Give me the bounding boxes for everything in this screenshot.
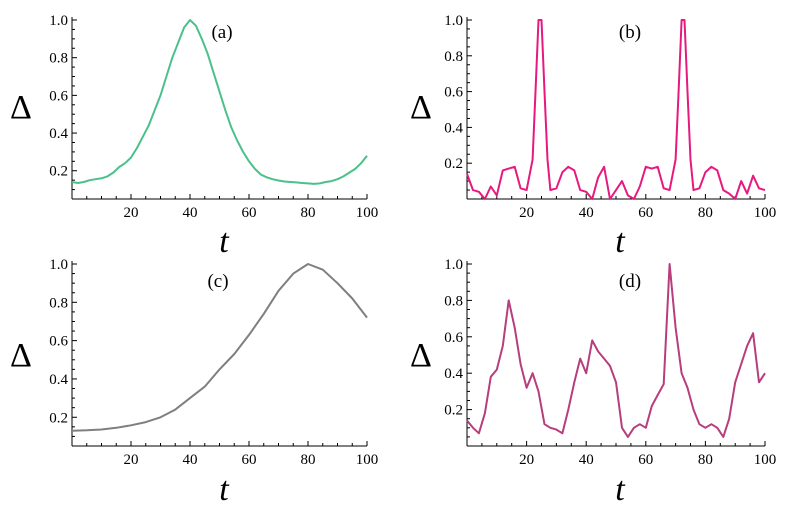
x-tick-label-b: 60 bbox=[638, 205, 653, 221]
y-tick-label-a: 1.0 bbox=[49, 13, 68, 29]
x-tick-label-a: 100 bbox=[356, 205, 379, 221]
x-tick-label-c: 20 bbox=[124, 452, 139, 468]
x-tick-label-d: 100 bbox=[754, 452, 777, 468]
y-axis-label-d: Δ bbox=[410, 337, 432, 374]
panel-a: 20 40 60 80 100 0.2 0.4 0.6 0.8 1.0 (a) Δt bbox=[10, 13, 378, 260]
panel-label-a: (a) bbox=[211, 22, 232, 43]
y-tick-label-b: 0.2 bbox=[444, 156, 463, 172]
series-line-c bbox=[71, 263, 368, 432]
y-tick-label-b: 0.8 bbox=[444, 49, 463, 65]
series-line-d bbox=[466, 263, 766, 438]
y-tick-label-a: 0.6 bbox=[49, 88, 68, 104]
x-tick-label-d: 20 bbox=[519, 452, 534, 468]
y-tick-label-a: 0.4 bbox=[49, 126, 68, 142]
x-tick-label-a: 20 bbox=[124, 205, 139, 221]
x-tick-label-c: 100 bbox=[356, 452, 379, 468]
x-tick-label-b: 80 bbox=[698, 205, 713, 221]
y-tick-label-b: 1.0 bbox=[444, 13, 463, 29]
series-line-b bbox=[466, 19, 766, 200]
y-tick-label-c: 1.0 bbox=[49, 257, 68, 273]
panel-c: 20 40 60 80 100 0.2 0.4 0.6 0.8 1.0 (c) Δt bbox=[10, 257, 378, 508]
x-tick-label-c: 40 bbox=[183, 452, 198, 468]
x-axis-label-b: t bbox=[615, 223, 626, 260]
y-tick-label-d: 0.6 bbox=[444, 330, 463, 346]
x-tick-label-c: 80 bbox=[301, 452, 316, 468]
series-line-a bbox=[71, 19, 368, 185]
x-axis-label-d: t bbox=[615, 471, 626, 508]
x-tick-label-c: 60 bbox=[242, 452, 257, 468]
x-tick-label-a: 80 bbox=[301, 205, 316, 221]
y-tick-label-c: 0.4 bbox=[49, 372, 68, 388]
panel-label-c: (c) bbox=[207, 271, 228, 292]
y-tick-label-c: 0.2 bbox=[49, 410, 68, 426]
x-tick-label-a: 60 bbox=[242, 205, 257, 221]
panel-d: 20 40 60 80 100 0.2 0.4 0.6 0.8 1.0 (d) Δt bbox=[410, 257, 776, 508]
x-tick-label-d: 40 bbox=[579, 452, 594, 468]
x-tick-label-a: 40 bbox=[183, 205, 198, 221]
x-tick-label-b: 40 bbox=[579, 205, 594, 221]
y-tick-label-c: 0.6 bbox=[49, 334, 68, 350]
y-axis-label-c: Δ bbox=[10, 337, 32, 374]
x-tick-label-b: 100 bbox=[754, 205, 777, 221]
panel-label-b: (b) bbox=[619, 22, 641, 43]
x-tick-label-d: 80 bbox=[698, 452, 713, 468]
x-axis-label-a: t bbox=[219, 223, 230, 260]
y-axis-label-b: Δ bbox=[410, 89, 432, 126]
x-axis-label-c: t bbox=[219, 471, 230, 508]
y-tick-label-a: 0.2 bbox=[49, 164, 68, 180]
y-tick-label-d: 0.8 bbox=[444, 293, 463, 309]
y-tick-label-a: 0.8 bbox=[49, 51, 68, 67]
panel-label-d: (d) bbox=[619, 271, 641, 292]
y-tick-label-b: 0.6 bbox=[444, 85, 463, 101]
x-tick-label-d: 60 bbox=[638, 452, 653, 468]
y-tick-label-d: 1.0 bbox=[444, 257, 463, 273]
x-tick-label-b: 20 bbox=[519, 205, 534, 221]
y-tick-label-d: 0.4 bbox=[444, 366, 463, 382]
y-tick-label-c: 0.8 bbox=[49, 295, 68, 311]
panel-b: 20 40 60 80 100 0.2 0.4 0.6 0.8 1.0 (b) Δt bbox=[410, 13, 776, 260]
y-axis-label-a: Δ bbox=[10, 89, 32, 126]
y-tick-label-d: 0.2 bbox=[444, 403, 463, 419]
y-tick-label-b: 0.4 bbox=[444, 120, 463, 136]
